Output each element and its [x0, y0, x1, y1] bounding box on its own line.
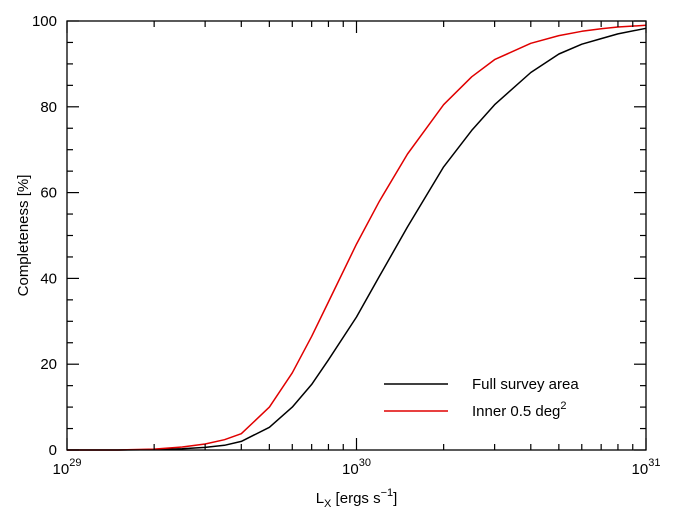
x-axis-label-base: L [316, 490, 324, 507]
legend-label-inner-sup: 2 [560, 400, 566, 412]
x-axis-label-text: [ergs s [331, 490, 380, 507]
series-lines [67, 24, 647, 451]
x-tick-label: 1031 [632, 457, 661, 478]
legend: Full survey area Inner 0.5 deg2 [384, 376, 579, 420]
y-tick-label: 80 [40, 99, 57, 116]
y-tick-label: 60 [40, 185, 57, 202]
y-tick-label: 20 [40, 356, 57, 373]
x-tick-label-base: 10 [632, 461, 649, 478]
y-tick-label: 40 [40, 270, 57, 287]
y-axis-label: Completeness [%] [15, 175, 32, 297]
x-axis-label-close: ] [393, 490, 397, 507]
series-line-0 [67, 27, 647, 451]
x-tick-label-exp: 30 [359, 457, 371, 469]
x-tick-label-exp: 29 [69, 457, 81, 469]
x-tick-label-exp: 31 [648, 457, 660, 469]
y-tick-label: 0 [49, 442, 57, 459]
x-tick-label-base: 10 [342, 461, 359, 478]
x-axis-label: LX [ergs s−1] [316, 487, 398, 510]
legend-label-full-survey: Full survey area [472, 376, 579, 393]
axis-ticks [66, 20, 647, 451]
legend-label-inner-text: Inner 0.5 deg [472, 403, 560, 420]
x-tick-label: 1030 [342, 457, 371, 478]
x-tick-label: 1029 [53, 457, 82, 478]
series-line-1 [67, 24, 647, 451]
x-tick-label-base: 10 [53, 461, 70, 478]
x-axis-label-sup: −1 [381, 487, 394, 499]
x-axis-label-sub: X [324, 498, 332, 510]
legend-label-inner: Inner 0.5 deg2 [472, 400, 567, 420]
y-tick-label: 100 [32, 13, 57, 30]
